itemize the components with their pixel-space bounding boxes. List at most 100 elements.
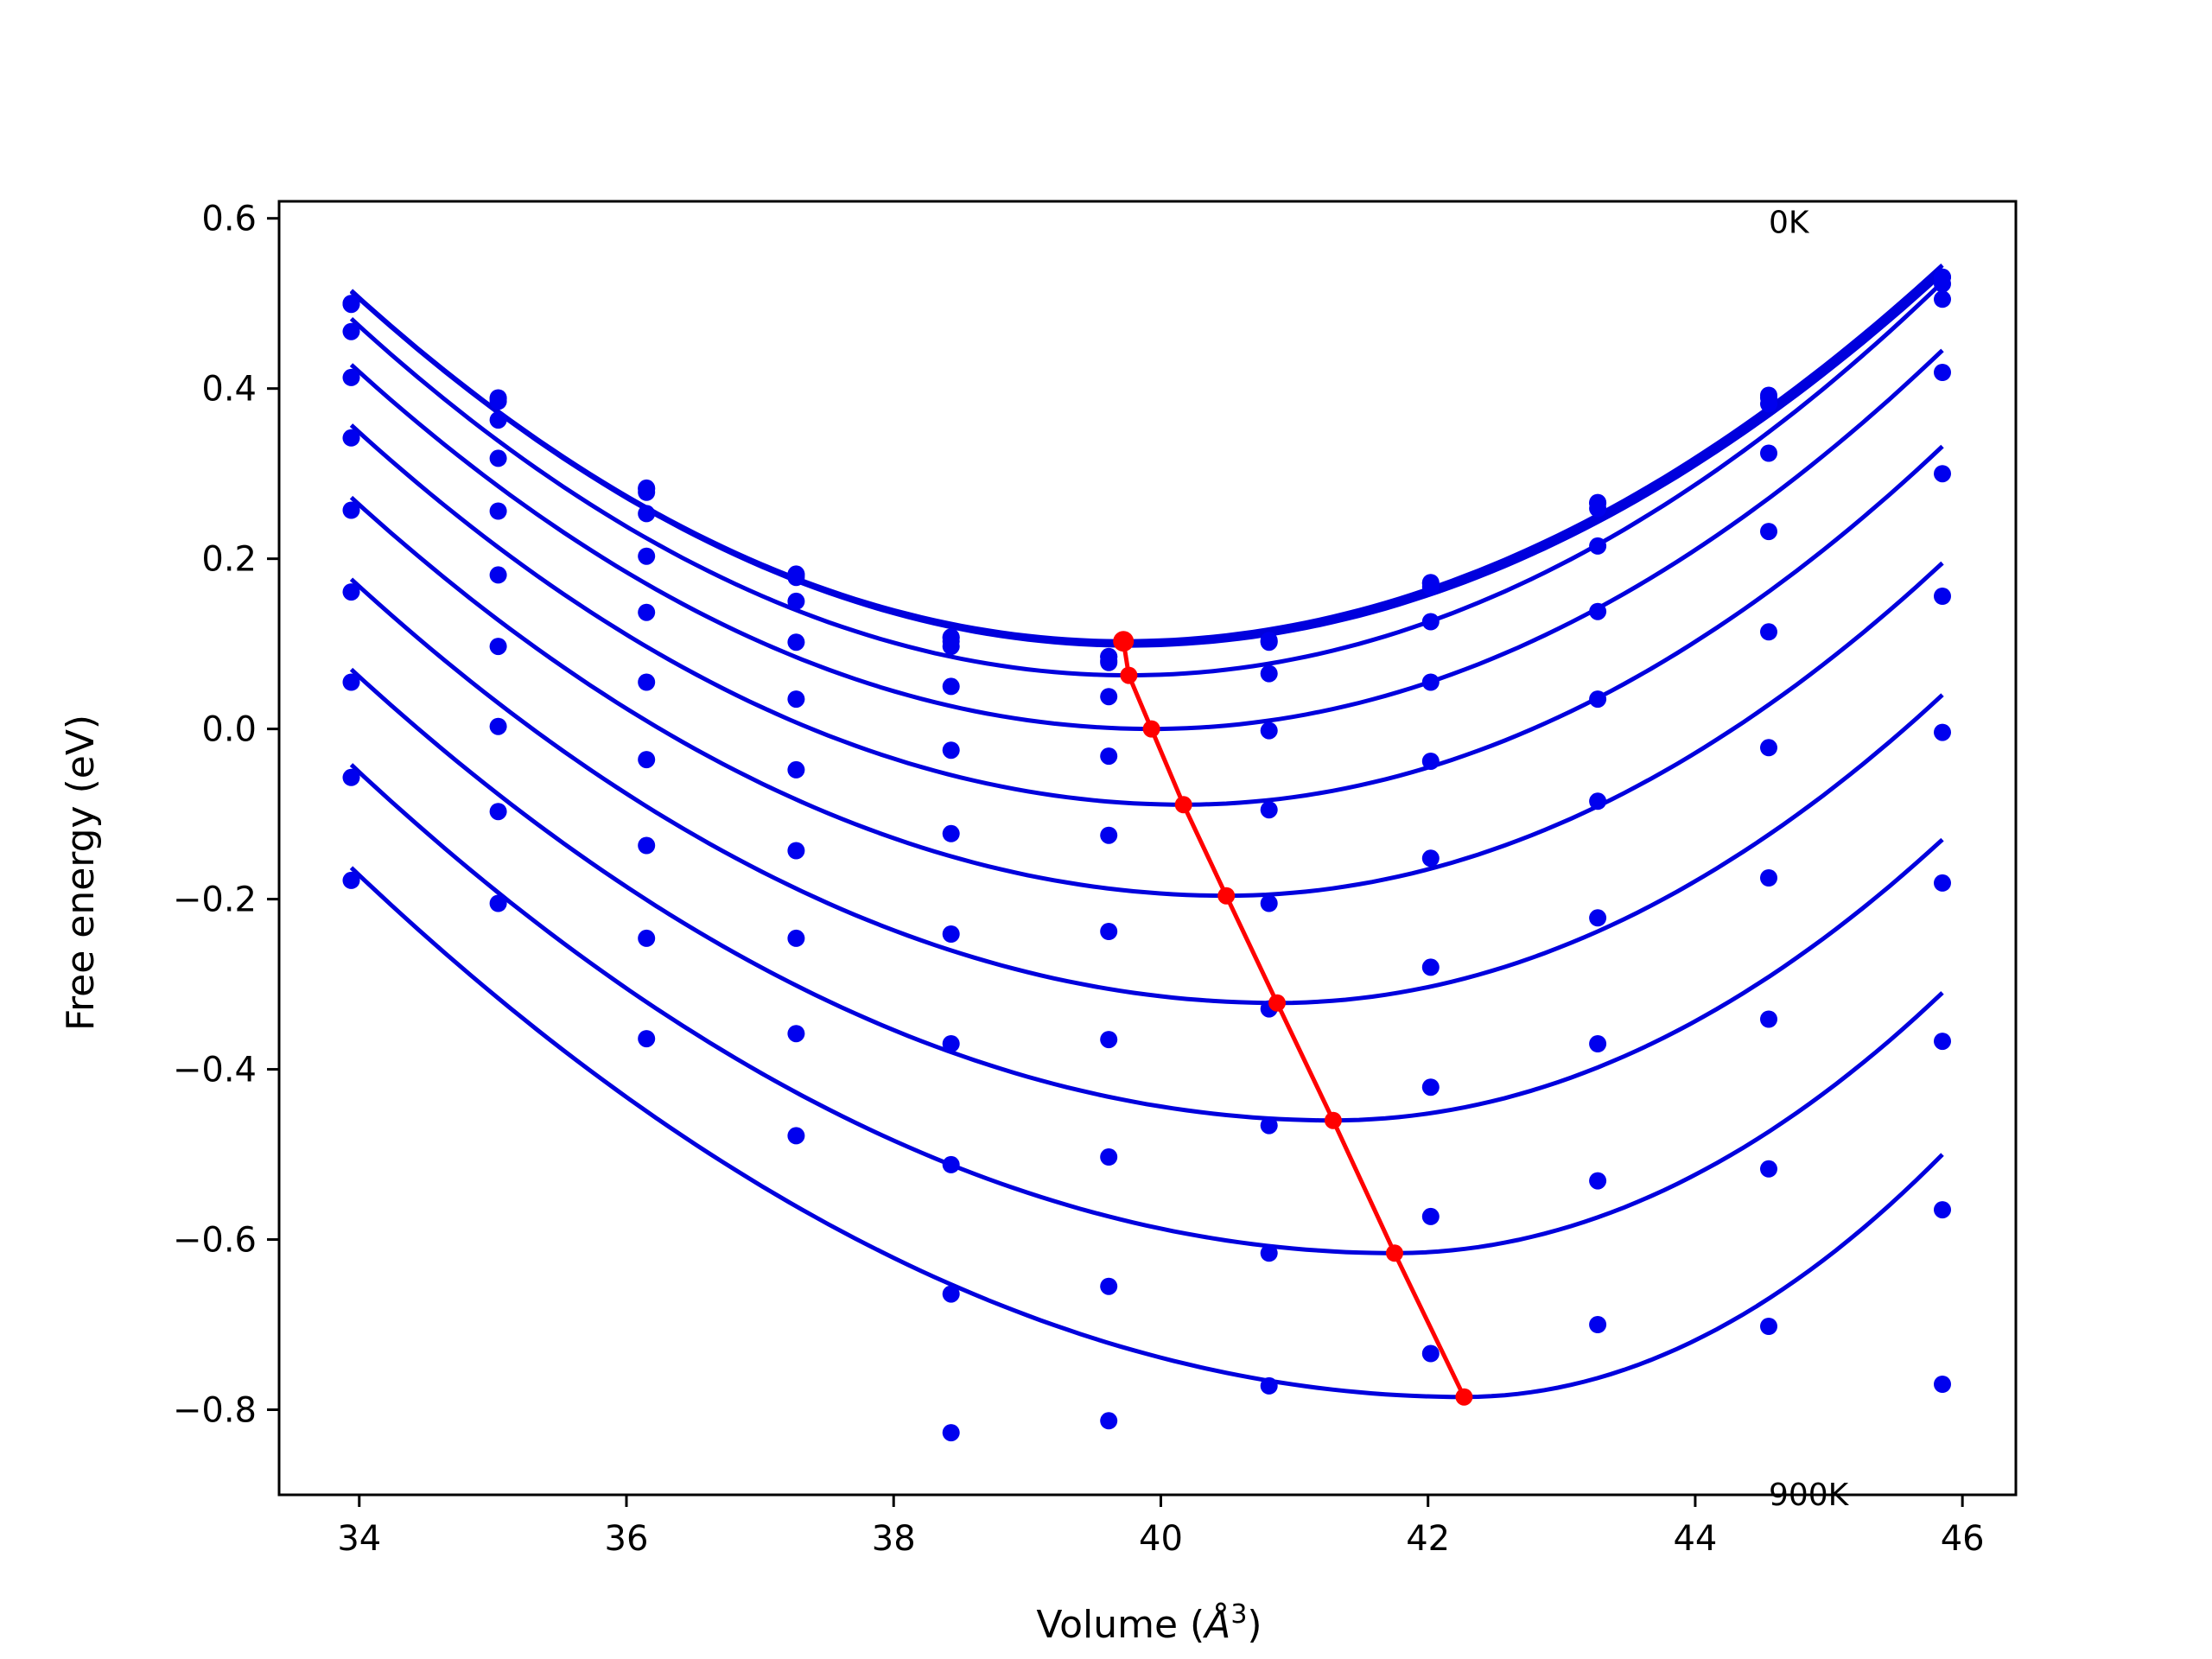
data-point-s5-8 [1589,690,1607,709]
annotation-1: 900K [1769,1478,1850,1513]
data-point-s9-3 [787,1025,805,1043]
data-point-s4-1 [489,449,507,467]
minimum-point-3 [1174,796,1192,814]
data-point-s8-0 [342,673,360,691]
data-point-s6-2 [638,673,656,691]
data-point-s9-4 [942,1155,960,1173]
data-point-s7-1 [489,638,507,656]
data-point-s7-3 [787,842,805,860]
fit-curve-2 [349,271,1944,648]
data-point-s4-0 [342,368,360,386]
data-point-s7-4 [942,925,960,943]
data-point-s6-6 [1260,894,1278,912]
data-point-s4-9 [1760,523,1777,541]
data-point-s4-10 [1934,364,1951,381]
data-point-s7-8 [1589,909,1607,927]
data-point-s7-10 [1934,723,1951,741]
data-point-s10-6 [1260,1376,1278,1395]
data-point-s9-2 [638,929,656,947]
data-point-s6-0 [342,501,360,519]
y-tick-label-3: −0.2 [173,880,257,920]
minimum-point-6 [1324,1111,1342,1129]
data-point-s2-2 [638,483,656,501]
data-point-s3-8 [1589,537,1607,555]
data-point-s5-9 [1760,623,1777,641]
data-point-s10-5 [1100,1277,1118,1295]
data-point-s6-7 [1421,849,1440,868]
data-point-s9-10 [1934,1033,1951,1051]
data-point-s8-10 [1934,874,1951,892]
fit-curve-6 [349,495,1944,899]
annotation-0: 0K [1769,206,1810,241]
x-tick-label-6: 46 [1941,1519,1985,1559]
data-point-s3-9 [1760,444,1777,462]
data-point-s3-3 [787,592,805,610]
fit-curve-3 [349,280,1944,678]
y-tick-label-7: 0.6 [201,200,257,239]
data-point-s2-10 [1934,275,1951,293]
minimum-point-7 [1386,1244,1403,1262]
y-axis-ticks: −0.8 −0.6 −0.4 −0.2 0.0 0.2 0.4 0.6 [173,200,279,1431]
fit-curve-9 [349,763,1944,1255]
x-tick-label-2: 38 [872,1519,916,1559]
data-point-s8-6 [1260,1116,1278,1135]
data-point-s4-5 [1100,688,1118,706]
data-point-s6-10 [1934,588,1951,605]
data-point-s10-1 [489,894,507,912]
data-point-s7-2 [638,751,656,769]
data-point-s5-10 [1934,465,1951,483]
x-tick-label-5: 44 [1673,1519,1717,1559]
data-point-s10-2 [638,1030,656,1048]
data-point-s11-5 [1100,1412,1118,1430]
x-axis-ticks: 34 36 38 40 42 44 46 [337,1495,1985,1559]
data-point-s4-6 [1260,721,1278,740]
axes-frame [277,200,2018,1497]
data-point-s9-9 [1760,1160,1777,1178]
data-point-s8-4 [942,1035,960,1052]
data-point-s8-5 [1100,1031,1118,1049]
data-point-s7-9 [1760,869,1777,887]
data-point-s4-4 [942,677,960,696]
data-point-s9-8 [1589,1172,1607,1190]
data-point-s3-5 [1100,653,1118,671]
data-point-s11-4 [942,1424,960,1442]
data-point-s3-4 [942,638,960,656]
data-point-s2-6 [1260,633,1278,652]
data-point-s3-10 [1934,290,1951,308]
data-point-s6-8 [1589,792,1607,810]
data-point-s7-5 [1100,923,1118,940]
data-point-s5-1 [489,502,507,520]
x-tick-label-0: 34 [337,1519,381,1559]
data-point-s5-3 [787,690,805,709]
data-point-s9-5 [1100,1148,1118,1166]
x-tick-label-3: 40 [1139,1519,1183,1559]
data-point-s5-0 [342,429,360,447]
data-point-s8-7 [1421,1078,1440,1096]
y-tick-label-6: 0.4 [201,370,257,410]
data-point-s10-8 [1589,1316,1607,1333]
fit-curve-10 [349,866,1944,1400]
data-point-s6-1 [489,566,507,584]
y-tick-label-5: 0.2 [201,540,257,580]
data-point-s10-7 [1421,1344,1440,1363]
fit-curve-5 [349,423,1944,807]
data-point-s3-7 [1421,613,1440,631]
data-point-s3-2 [638,505,656,523]
data-point-s9-6 [1260,1244,1278,1262]
data-point-s9-0 [342,768,360,786]
minimum-point-2 [1142,720,1160,738]
data-point-s9-1 [489,803,507,821]
data-point-s5-6 [1260,801,1278,819]
data-point-s3-6 [1260,664,1278,683]
fit-curves [349,264,1944,1400]
data-point-s5-7 [1421,753,1440,770]
data-point-s4-8 [1589,602,1607,620]
data-point-s4-3 [787,633,805,652]
y-axis-label: Free energy (eV) [59,715,103,1031]
minima-line-group [1113,631,1473,1406]
data-point-s8-9 [1760,1010,1777,1028]
data-point-s2-8 [1589,499,1607,518]
minimum-point-0 [1113,631,1135,652]
data-point-s8-1 [489,717,507,735]
